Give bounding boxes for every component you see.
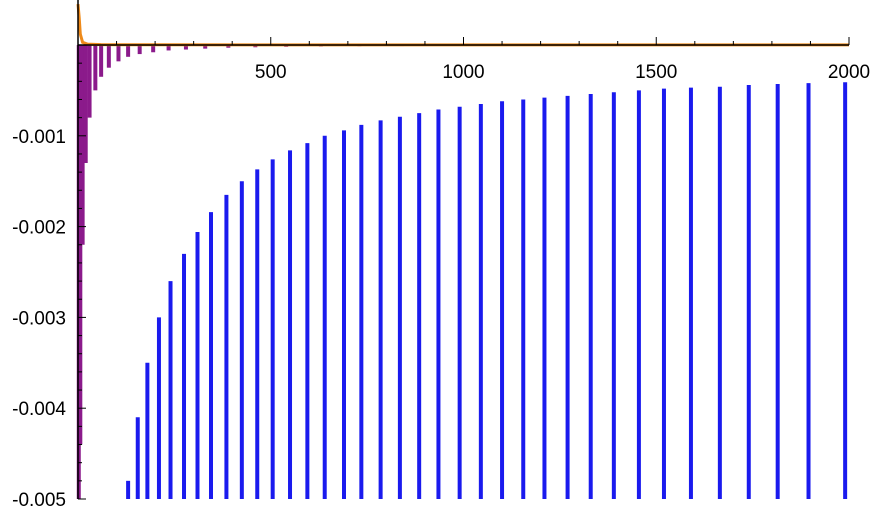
y-tick-label-3: -0.004 — [12, 399, 66, 420]
x-tick-label-0: 500 — [255, 62, 287, 83]
y-tick-label-0: -0.001 — [12, 127, 66, 148]
series-layer — [76, 3, 850, 499]
y-tick-label-4: -0.005 — [12, 490, 66, 511]
tick-layer: 500 1000 1500 2000 -0.001 -0.002 -0.003 -0.004 -… — [12, 37, 870, 511]
x-tick-label-1: 1000 — [442, 62, 484, 83]
x-tick-label-3: 2000 — [828, 62, 870, 83]
x-tick-label-2: 1500 — [635, 62, 677, 83]
y-tick-label-2: -0.003 — [12, 308, 66, 329]
y-tick-label-1: -0.002 — [12, 218, 66, 239]
